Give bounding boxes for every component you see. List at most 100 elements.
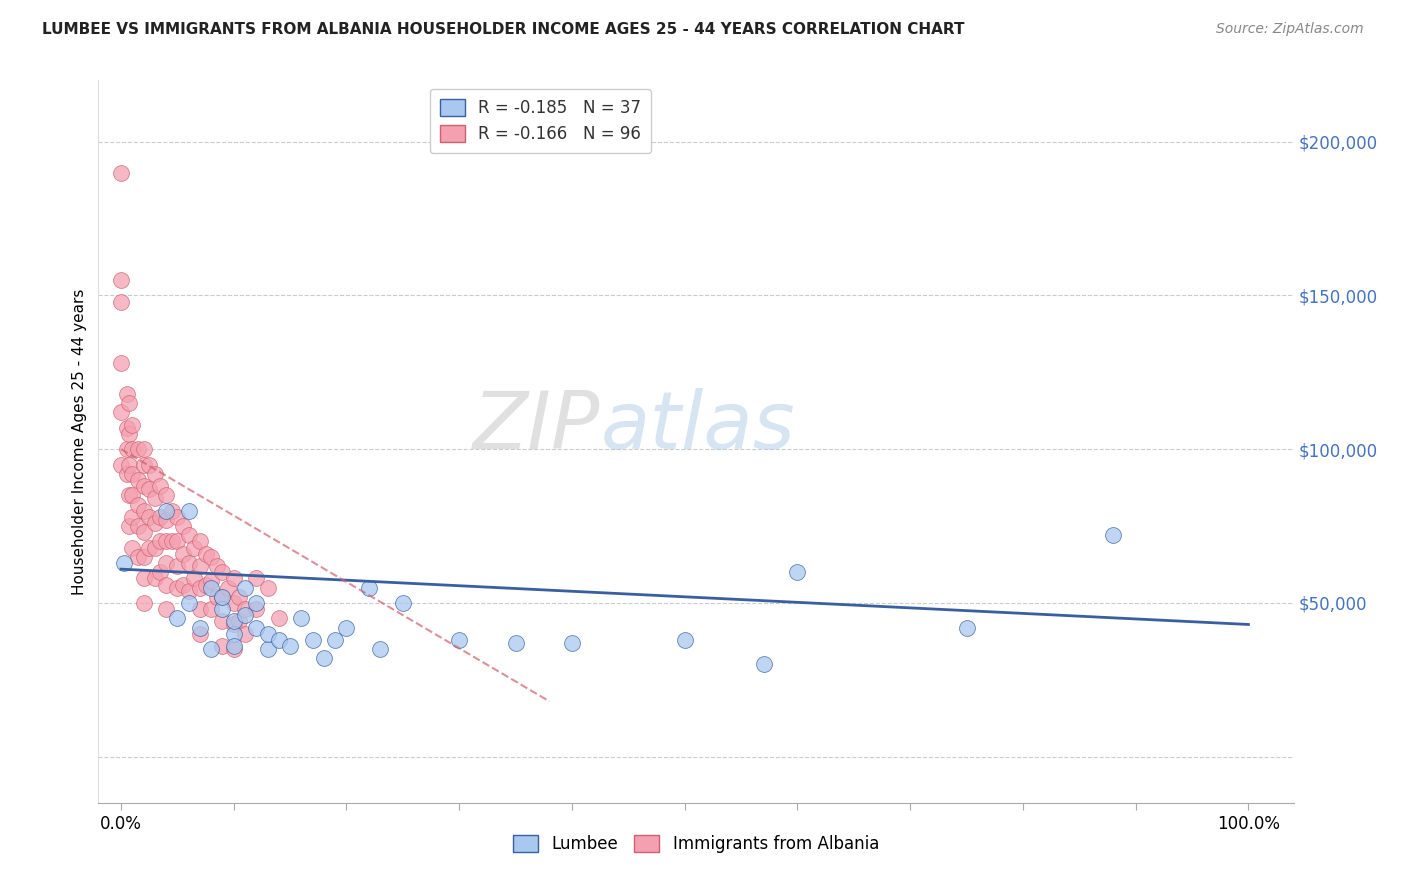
Point	[118, 488, 141, 502]
Point	[115, 420, 138, 434]
Point	[357, 581, 380, 595]
Point	[110, 458, 132, 472]
Point	[301, 632, 323, 647]
Point	[166, 534, 188, 549]
Point	[149, 509, 172, 524]
Point	[245, 602, 267, 616]
Point	[132, 479, 155, 493]
Point	[200, 549, 222, 564]
Point	[222, 639, 245, 653]
Point	[132, 596, 155, 610]
Point	[222, 642, 245, 657]
Point	[1102, 528, 1125, 542]
Point	[267, 611, 290, 625]
Point	[245, 621, 267, 635]
Point	[228, 615, 250, 629]
Point	[368, 642, 391, 657]
Point	[188, 626, 211, 640]
Point	[233, 602, 256, 616]
Point	[278, 639, 301, 653]
Point	[267, 632, 290, 647]
Point	[245, 596, 267, 610]
Point	[228, 590, 250, 604]
Point	[222, 615, 245, 629]
Point	[188, 602, 211, 616]
Point	[188, 534, 211, 549]
Point	[752, 657, 775, 672]
Point	[155, 602, 177, 616]
Point	[132, 458, 155, 472]
Point	[138, 482, 160, 496]
Point	[312, 651, 335, 665]
Point	[127, 442, 149, 457]
Legend: Lumbee, Immigrants from Albania: Lumbee, Immigrants from Albania	[506, 828, 886, 860]
Point	[188, 559, 211, 574]
Point	[166, 559, 188, 574]
Point	[143, 491, 166, 506]
Point	[183, 541, 205, 555]
Point	[392, 596, 415, 610]
Point	[200, 602, 222, 616]
Point	[115, 442, 138, 457]
Point	[177, 528, 200, 542]
Point	[955, 621, 977, 635]
Point	[132, 504, 155, 518]
Point	[211, 590, 233, 604]
Point	[177, 504, 200, 518]
Text: atlas: atlas	[600, 388, 796, 467]
Point	[118, 519, 141, 533]
Point	[155, 513, 177, 527]
Point	[211, 639, 233, 653]
Point	[188, 581, 211, 595]
Point	[149, 565, 172, 579]
Point	[132, 549, 155, 564]
Point	[211, 590, 233, 604]
Point	[245, 571, 267, 585]
Point	[194, 547, 217, 561]
Point	[127, 498, 149, 512]
Point	[143, 516, 166, 530]
Point	[110, 356, 132, 370]
Point	[217, 581, 239, 595]
Point	[561, 636, 583, 650]
Point	[138, 458, 160, 472]
Point	[222, 571, 245, 585]
Point	[786, 565, 808, 579]
Point	[127, 549, 149, 564]
Point	[121, 509, 143, 524]
Point	[166, 611, 188, 625]
Point	[166, 509, 188, 524]
Point	[155, 556, 177, 570]
Point	[290, 611, 312, 625]
Point	[205, 559, 228, 574]
Point	[138, 541, 160, 555]
Point	[166, 581, 188, 595]
Point	[121, 442, 143, 457]
Point	[115, 467, 138, 481]
Point	[222, 617, 245, 632]
Point	[505, 636, 527, 650]
Point	[205, 590, 228, 604]
Point	[256, 642, 278, 657]
Point	[211, 615, 233, 629]
Point	[256, 626, 278, 640]
Point	[172, 577, 194, 591]
Point	[172, 519, 194, 533]
Point	[673, 632, 696, 647]
Point	[118, 396, 141, 410]
Point	[155, 504, 177, 518]
Point	[143, 571, 166, 585]
Text: LUMBEE VS IMMIGRANTS FROM ALBANIA HOUSEHOLDER INCOME AGES 25 - 44 YEARS CORRELAT: LUMBEE VS IMMIGRANTS FROM ALBANIA HOUSEH…	[42, 22, 965, 37]
Point	[155, 577, 177, 591]
Point	[222, 596, 245, 610]
Point	[177, 596, 200, 610]
Point	[132, 442, 155, 457]
Point	[188, 621, 211, 635]
Point	[155, 488, 177, 502]
Point	[110, 294, 132, 309]
Point	[110, 273, 132, 287]
Point	[211, 565, 233, 579]
Point	[115, 387, 138, 401]
Point	[149, 534, 172, 549]
Point	[233, 581, 256, 595]
